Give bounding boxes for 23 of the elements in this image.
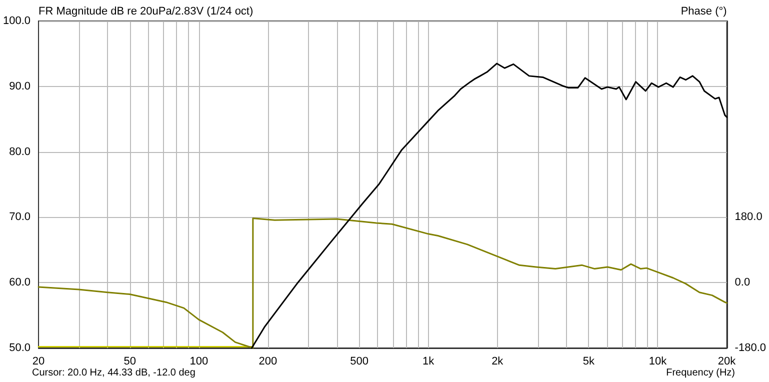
y-tick-label: 80.0 [9,146,31,158]
x-tick-label: 100 [190,356,208,368]
x-axis-title: Frequency (Hz) [666,368,735,378]
text: Cursor: 20.0 Hz, 44.33 dB, -12.0 deg [32,368,196,378]
y2-tick-label: -180.0 [734,342,766,354]
y-tick-label: 60.0 [9,276,31,289]
x-tick-label: 5k [582,356,595,368]
y-tick-label: 50.0 [9,342,31,354]
x-tick-label: 2k [492,356,504,368]
y2-axis-title: Phase (°) [680,6,727,18]
x-tick-label: 500 [350,356,368,368]
y-tick-label: 70.0 [9,211,31,224]
x-tick-label: 20k [718,356,736,368]
x-tick-label: 10k [648,356,668,368]
x-tick-label: 20 [32,356,45,368]
x-tick-label: 200 [258,356,278,368]
y-axis-title: FR Magnitude dB re 20uPa/2.83V (1/24 oct) [38,6,254,18]
y2-tick-label: 0.0 [734,276,750,289]
x-tick-label: 50 [124,356,136,368]
x-tick-label: 1k [422,356,435,368]
y-tick-label: 90.0 [9,80,31,92]
y-tick-label: 100.0 [2,15,31,27]
y2-tick-label: 180.0 [734,211,762,224]
